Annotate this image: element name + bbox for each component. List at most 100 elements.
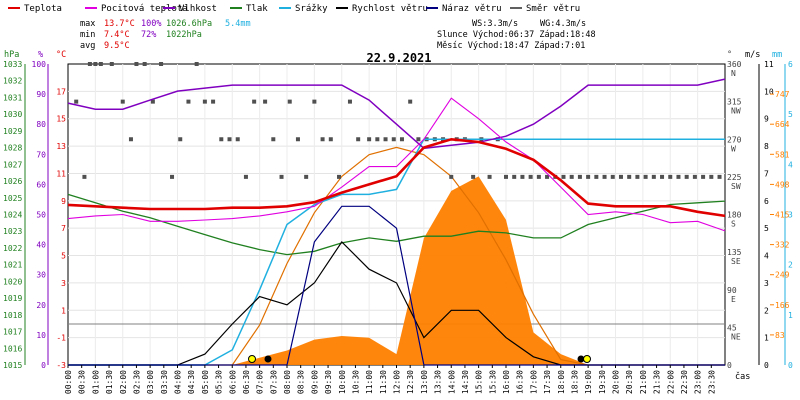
x-tick-label: 03:00 [146, 370, 155, 394]
x-tick-label: 14:00 [447, 370, 456, 394]
legend-temperature: Teplota [24, 4, 62, 14]
tick-label-ms: 11 [764, 60, 774, 69]
tick-label-pct: 10 [36, 331, 46, 340]
tick-label-mm: 4 [788, 160, 793, 169]
tick-label-hpa: 1028 [3, 144, 22, 153]
legend: Teplota Pocitová teplota Vlhkost Tlak Sr… [8, 4, 580, 14]
tick-label-cardinal: NE [731, 332, 741, 341]
wind-direction-point [178, 137, 183, 142]
x-tick-label: 13:00 [420, 370, 429, 394]
x-tick-label: 22:00 [666, 370, 675, 394]
x-tick-label: 22:30 [680, 370, 689, 394]
tick-label-solar: 581 [775, 150, 790, 159]
x-tick-label: 15:30 [488, 370, 497, 394]
tick-label-hpa: 1016 [3, 344, 22, 353]
stats-moon: Měsíc Východ:18:47 Západ:7:01 [437, 41, 585, 51]
x-tick-label: 19:30 [598, 370, 607, 394]
tick-label-pct: 50 [36, 211, 46, 220]
tick-label-deg: 360 [727, 60, 742, 69]
tick-label-mm: 2 [788, 261, 793, 270]
wind-direction-point [602, 174, 607, 179]
stats-block: max 13.7°C 100% 1026.6hPa 5.4mm min 7.4°… [80, 19, 596, 51]
wind-direction-point [536, 174, 541, 179]
moonset-icon [264, 355, 272, 363]
axis-unit-deg: ° [727, 50, 732, 60]
tick-label-temp: -3 [56, 361, 66, 370]
wind-direction-point [304, 174, 309, 179]
wind-direction-point [692, 174, 697, 179]
wind-direction-point [227, 137, 232, 142]
wind-direction-point [651, 174, 656, 179]
wind-direction-point [594, 174, 599, 179]
x-tick-label: 23:00 [694, 370, 703, 394]
tick-label-mm: 6 [788, 60, 793, 69]
x-tick-label: 04:00 [174, 370, 183, 394]
tick-label-pct: 70 [36, 150, 46, 159]
x-tick-label: 09:30 [324, 370, 333, 394]
x-tick-label: 00:00 [64, 370, 73, 394]
x-tick-label: 07:00 [256, 370, 265, 394]
x-tick-label: 04:30 [187, 370, 196, 394]
legend-humidity: Vlhkost [179, 4, 217, 14]
legend-rain: Srážky [295, 4, 328, 14]
tick-label-deg: 45 [727, 323, 737, 332]
wind-direction-point [391, 137, 396, 142]
wind-direction-point [312, 99, 317, 104]
tick-label-deg: 180 [727, 211, 742, 220]
x-tick-label: 11:30 [379, 370, 388, 394]
tick-label-hpa: 1032 [3, 77, 22, 86]
tick-label-deg: 90 [727, 286, 737, 295]
wind-direction-point [87, 62, 92, 66]
tick-label-mm: 1 [788, 311, 793, 320]
tick-label-solar: 415 [775, 211, 790, 220]
stats-min-label: min [80, 30, 95, 40]
tick-label-pct: 90 [36, 90, 46, 99]
wind-direction-point [271, 137, 276, 142]
wind-direction-point [356, 137, 361, 142]
wind-direction-point [252, 99, 257, 104]
tick-label-temp: -1 [56, 334, 66, 343]
tick-label-deg: 135 [727, 248, 742, 257]
wind-direction-point [109, 62, 114, 66]
stats-sun: Slunce Východ:06:37 Západ:18:48 [437, 30, 596, 40]
tick-label-cardinal: NW [731, 107, 741, 116]
wind-direction-point [586, 174, 591, 179]
x-tick-label: 17:00 [529, 370, 538, 394]
axis-unit-labels: hPa % °C ° m/s mm čas [4, 50, 782, 382]
x-tick-label: 23:30 [707, 370, 716, 394]
x-tick-label: 12:00 [393, 370, 402, 394]
wind-direction-point [627, 174, 632, 179]
x-tick-label: 20:30 [625, 370, 634, 394]
wind-direction-point [142, 62, 147, 66]
tick-label-cardinal: S [731, 220, 736, 229]
tick-label-ms: 5 [764, 224, 769, 233]
tick-label-temp: 11 [56, 169, 66, 178]
tick-label-mm: 0 [788, 361, 793, 370]
wind-direction-point [520, 174, 525, 179]
wind-direction-point [545, 174, 550, 179]
tick-label-temp: 9 [61, 197, 66, 206]
tick-label-solar: 83 [775, 331, 785, 340]
tick-label-ms: 1 [764, 334, 769, 343]
wind-direction-point [170, 174, 175, 179]
x-tick-label: 06:30 [242, 370, 251, 394]
series-humidity [67, 78, 726, 150]
wind-direction-point [74, 99, 79, 104]
tick-label-hpa: 1031 [3, 93, 22, 102]
x-tick-label: 01:00 [91, 370, 100, 394]
tick-label-solar: 332 [775, 241, 790, 250]
tick-label-deg: 270 [727, 135, 742, 144]
tick-label-pct: 100 [32, 60, 47, 69]
stats-min-hum: 72% [141, 30, 156, 40]
wind-direction-point [375, 137, 380, 142]
wind-direction-point [211, 99, 216, 104]
wind-direction-point [235, 137, 240, 142]
x-tick-label: 00:30 [78, 370, 87, 394]
x-tick-label: 06:00 [228, 370, 237, 394]
tick-label-hpa: 1021 [3, 261, 22, 270]
tick-label-ms: 8 [764, 142, 769, 151]
axis-unit-pct: % [38, 50, 43, 60]
tick-label-ms: 7 [764, 169, 769, 178]
